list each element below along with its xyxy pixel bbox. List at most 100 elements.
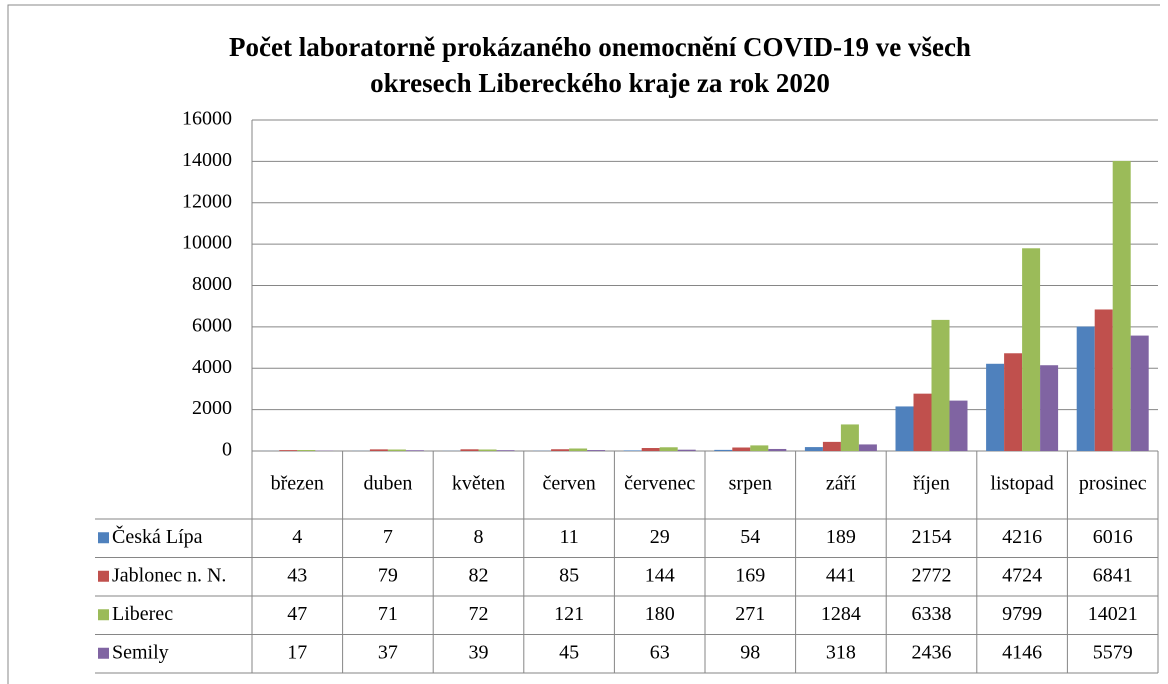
- table-value: 47: [287, 603, 307, 625]
- table-value: 29: [650, 526, 670, 548]
- y-tick-label: 0: [222, 439, 232, 461]
- bar: [949, 400, 968, 451]
- table-value: 2154: [912, 526, 952, 548]
- chart-title: okresech Libereckého kraje za rok 2020: [370, 68, 830, 98]
- legend-label: Semily: [112, 641, 169, 663]
- table-value: 14021: [1088, 603, 1138, 625]
- table-value: 180: [645, 603, 675, 625]
- bar: [1004, 353, 1023, 451]
- chart-border: [7, 4, 1160, 684]
- table-value: 98: [740, 641, 760, 663]
- bar: [750, 445, 769, 451]
- table-value: 85: [559, 564, 579, 586]
- bar: [1112, 160, 1131, 452]
- x-tick-label: listopad: [990, 473, 1053, 495]
- table-value: 6338: [912, 603, 952, 625]
- table-value: 37: [378, 641, 398, 663]
- table-value: 189: [826, 526, 856, 548]
- bar: [496, 450, 515, 451]
- table-value: 9799: [1002, 603, 1042, 625]
- table-value: 17: [287, 641, 307, 663]
- bar: [659, 447, 678, 451]
- table-value: 169: [735, 564, 765, 586]
- table-value: 82: [469, 564, 489, 586]
- bar: [623, 450, 642, 451]
- x-tick-label: srpen: [729, 473, 772, 495]
- bar: [1094, 309, 1113, 451]
- bar: [297, 450, 316, 451]
- table-value: 318: [826, 641, 856, 663]
- bar: [1076, 326, 1095, 451]
- table-value: 144: [645, 564, 675, 586]
- bar: [931, 319, 950, 451]
- table-value: 43: [287, 564, 307, 586]
- bar: [714, 449, 733, 451]
- x-tick-label: květen: [452, 473, 505, 495]
- x-tick-label: červenec: [624, 473, 695, 495]
- table-value: 5579: [1093, 641, 1133, 663]
- y-tick-label: 12000: [182, 190, 232, 212]
- bar: [387, 449, 406, 451]
- x-tick-label: březen: [271, 473, 324, 495]
- table-value: 4216: [1002, 526, 1042, 548]
- x-tick-label: říjen: [913, 473, 950, 495]
- bar: [804, 447, 823, 451]
- legend-key: [98, 609, 109, 621]
- bar: [279, 450, 298, 451]
- bar: [1040, 365, 1059, 451]
- table-value: 6016: [1093, 526, 1133, 548]
- table-value: 11: [559, 526, 578, 548]
- bar: [478, 449, 497, 451]
- legend-key: [98, 532, 109, 544]
- x-tick-label: prosinec: [1079, 473, 1147, 495]
- table-value: 39: [469, 641, 489, 663]
- bar: [641, 448, 660, 451]
- bar: [551, 449, 570, 451]
- bar: [569, 448, 588, 451]
- bar: [913, 393, 932, 451]
- y-tick-label: 14000: [182, 149, 232, 171]
- table-value: 4146: [1002, 641, 1042, 663]
- legend-key: [98, 570, 109, 582]
- legend-label: Česká Lípa: [112, 524, 203, 548]
- x-tick-label: červen: [542, 473, 595, 495]
- y-tick-label: 2000: [192, 397, 232, 419]
- y-tick-label: 4000: [192, 356, 232, 378]
- bar: [587, 450, 606, 451]
- bar: [768, 448, 787, 451]
- bar: [840, 424, 859, 451]
- table-value: 2772: [912, 564, 952, 586]
- table-value: 1284: [821, 603, 861, 625]
- table-value: 45: [559, 641, 579, 663]
- legend-label: Jablonec n. N.: [112, 564, 226, 586]
- legend-key: [98, 647, 109, 659]
- table-value: 441: [826, 564, 856, 586]
- bar: [460, 449, 479, 451]
- bar: [1022, 248, 1041, 451]
- y-tick-label: 6000: [192, 314, 232, 336]
- table-value: 4724: [1002, 564, 1042, 586]
- table-value: 121: [554, 603, 584, 625]
- bar: [1130, 335, 1149, 451]
- bar: [405, 450, 424, 451]
- x-tick-label: duben: [363, 473, 412, 495]
- table-value: 271: [735, 603, 765, 625]
- bar: [677, 449, 696, 451]
- table-value: 6841: [1093, 564, 1133, 586]
- x-tick-label: září: [826, 473, 856, 495]
- y-tick-label: 8000: [192, 273, 232, 295]
- legend-label: Liberec: [112, 603, 173, 625]
- bar: [895, 406, 914, 451]
- table-value: 79: [378, 564, 398, 586]
- table-value: 72: [469, 603, 489, 625]
- bar: [732, 447, 751, 451]
- y-tick-label: 10000: [182, 232, 232, 254]
- table-value: 8: [474, 526, 484, 548]
- table-value: 2436: [912, 641, 952, 663]
- table-value: 63: [650, 641, 670, 663]
- y-tick-label: 16000: [182, 108, 232, 130]
- bar: [822, 441, 841, 451]
- table-value: 71: [378, 603, 398, 625]
- chart-title: Počet laboratorně prokázaného onemocnění…: [229, 32, 971, 62]
